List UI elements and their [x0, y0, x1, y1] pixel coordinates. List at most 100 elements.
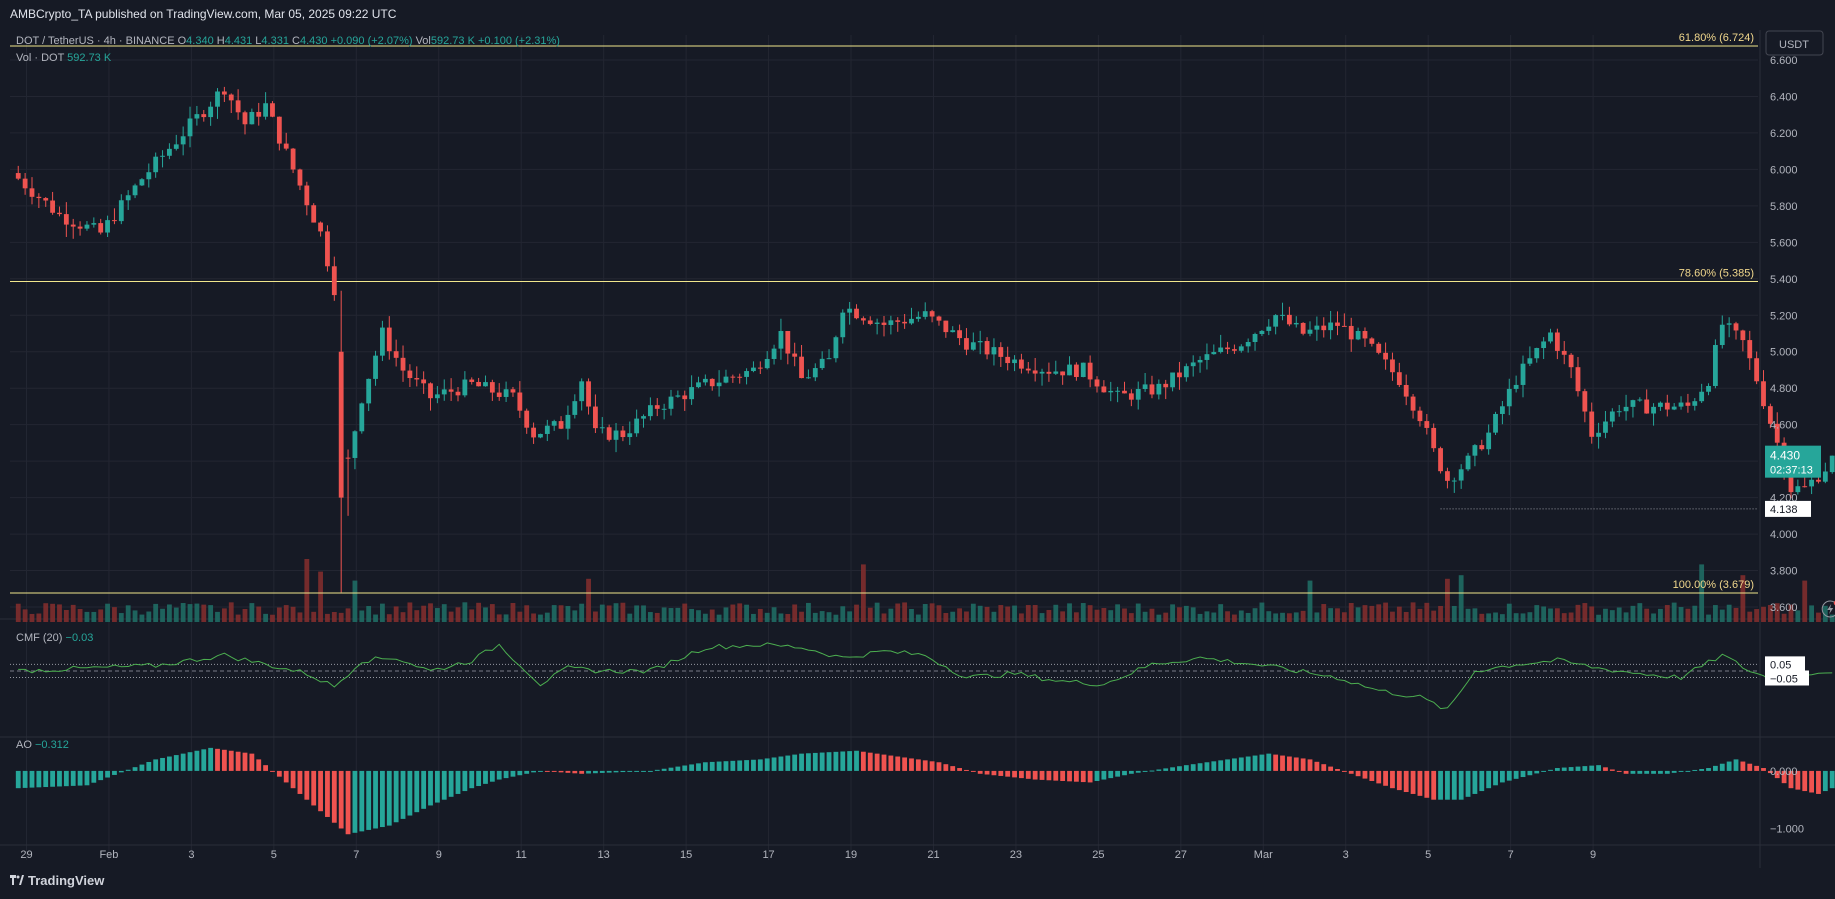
volume-bar — [1403, 611, 1409, 622]
volume-bar — [1266, 611, 1272, 622]
volume-bar — [221, 608, 227, 622]
ao-bar — [682, 765, 688, 771]
ao-bar — [352, 770, 358, 833]
candle-body — [1417, 410, 1423, 422]
volume-bar — [22, 609, 28, 622]
ao-bar — [716, 761, 722, 771]
countdown-label: 02:37:13 — [1770, 465, 1813, 477]
volume-bar — [167, 604, 172, 622]
ao-bar — [840, 751, 846, 771]
candle-body — [1362, 331, 1368, 339]
candlesticks[interactable] — [15, 86, 1835, 593]
volume-bar — [173, 607, 179, 622]
volume-bar — [1582, 603, 1588, 622]
volume-bar — [1747, 611, 1753, 622]
ao-bar — [1671, 770, 1677, 773]
ao-bar — [998, 770, 1004, 776]
ao-bar — [1527, 770, 1533, 776]
volume-bar — [1493, 612, 1498, 622]
ao-bar — [702, 762, 708, 771]
symbol-label[interactable]: DOT / TetherUS · 4h · BINANCE — [16, 35, 175, 47]
ao-bar — [1513, 770, 1519, 779]
candle-body — [964, 338, 969, 350]
volume-legend[interactable]: Vol · DOT 592.73 K — [16, 52, 111, 64]
volume-bar — [476, 602, 482, 622]
candle-body — [1067, 364, 1072, 376]
ao-bar — [1122, 770, 1127, 776]
volume-bar — [1506, 603, 1512, 622]
ao-bar — [359, 770, 365, 832]
volume-bar — [1163, 612, 1169, 622]
candle-body — [696, 382, 701, 388]
ao-bar — [1183, 765, 1189, 771]
candle-body — [455, 391, 461, 396]
ao-legend[interactable]: AO −0.312 — [16, 739, 69, 751]
candle-body — [1108, 390, 1114, 393]
volume-bar — [661, 607, 667, 622]
ao-bar — [173, 755, 179, 771]
candle-body — [1019, 359, 1024, 369]
volume-bar — [991, 611, 997, 622]
ao-bar — [180, 753, 186, 771]
candle-body — [215, 91, 220, 107]
ao-bar — [661, 768, 667, 771]
candle-body — [153, 156, 159, 173]
candle-body — [469, 379, 475, 382]
volume-bar — [263, 613, 269, 622]
candle-body — [476, 381, 482, 387]
volume-bar — [345, 608, 351, 622]
ao-bar — [544, 770, 550, 772]
volume-bar — [1039, 613, 1045, 622]
price-badges: USDT 4.430 02:37:13 4.138 0.05 −0.05 — [1765, 30, 1835, 686]
candle-body — [682, 395, 688, 400]
volume-bar — [139, 614, 145, 622]
volume-bar — [929, 603, 935, 622]
candle-body — [551, 421, 557, 426]
volume-bar — [558, 605, 564, 622]
ao-bar — [1115, 770, 1121, 777]
ao-bar — [689, 764, 695, 771]
footer-brand: TradingView — [28, 873, 105, 888]
ao-bar — [1005, 770, 1011, 777]
volume-bar — [1795, 610, 1801, 622]
ao-bar — [448, 770, 454, 797]
candle-body — [1266, 326, 1272, 331]
ao-bar — [696, 763, 701, 771]
ao-bar — [771, 757, 777, 771]
tradingview-logo[interactable]: TradingView — [10, 873, 104, 888]
ao-bar — [572, 770, 578, 774]
ao-bar — [1424, 770, 1430, 798]
ao-bar — [1767, 770, 1773, 774]
ao-bar — [1211, 761, 1217, 771]
ao-bar — [860, 751, 866, 771]
ao-bar — [936, 762, 942, 771]
candle-body — [1458, 469, 1464, 481]
candle-body — [1403, 384, 1409, 397]
candle-body — [785, 331, 791, 354]
ao-bar — [551, 770, 557, 772]
open-label: O — [177, 35, 187, 47]
time-tick-label: 7 — [353, 849, 359, 861]
ao-bar — [476, 770, 482, 787]
candle-body — [751, 367, 756, 372]
volume-bar — [792, 604, 798, 622]
volume-bar — [352, 580, 358, 622]
ao-bar — [1238, 757, 1244, 771]
ao-bar — [1369, 770, 1375, 781]
volume-bar — [1190, 607, 1196, 622]
candle-body — [146, 172, 152, 180]
candle-body — [1390, 359, 1395, 373]
cmf-legend[interactable]: CMF (20) −0.03 — [16, 632, 93, 644]
ao-bar — [751, 759, 756, 771]
volume-bar — [1719, 609, 1725, 622]
candle-body — [1609, 411, 1615, 422]
candle-body — [1039, 371, 1045, 374]
candle-body — [675, 395, 681, 397]
ao-bar — [1410, 770, 1416, 794]
ao-pane — [15, 747, 1835, 835]
ao-bar — [654, 769, 660, 771]
volume-bar — [428, 603, 433, 622]
candle-body — [91, 223, 97, 225]
ao-bar — [345, 770, 351, 835]
